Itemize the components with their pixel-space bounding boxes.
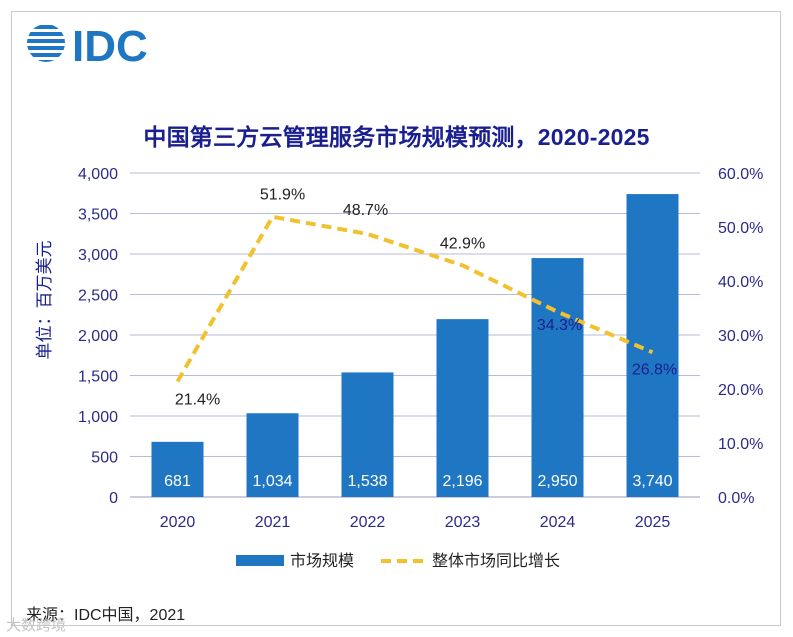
legend-line-label: 整体市场同比增长 <box>432 552 560 570</box>
x-tick-label: 2024 <box>540 514 576 531</box>
x-tick-label: 2022 <box>350 514 386 531</box>
growth-line <box>175 214 654 383</box>
y2-tick-label: 20.0% <box>718 382 763 399</box>
chart-title: 中国第三方云管理服务市场规模预测，2020-2025 <box>143 124 650 150</box>
legend-bar-label: 市场规模 <box>290 552 354 570</box>
y2-tick-label: 30.0% <box>718 328 763 345</box>
x-tick-label: 2020 <box>160 514 196 531</box>
y2-tick-label: 10.0% <box>718 436 763 453</box>
x-tick-label: 2025 <box>635 514 671 531</box>
y-tick-label: 0 <box>109 490 118 507</box>
idc-globe-icon <box>27 25 65 62</box>
growth-label: 42.9% <box>440 235 485 252</box>
y2-tick-label: 50.0% <box>718 220 763 237</box>
y2-tick-label: 40.0% <box>718 274 763 291</box>
bar <box>531 258 584 497</box>
y-axis-label: 单位：百万美元 <box>35 241 54 360</box>
y2-tick-label: 60.0% <box>718 166 763 183</box>
growth-label: 51.9% <box>260 187 305 204</box>
bar-value-label: 1,034 <box>252 473 292 490</box>
y-tick-label: 4,000 <box>78 166 118 183</box>
bar-value-label: 2,950 <box>537 473 577 490</box>
y-tick-label: 1,000 <box>78 409 118 426</box>
bar <box>436 319 489 497</box>
bar <box>151 441 204 497</box>
y-tick-label: 3,000 <box>78 247 118 264</box>
source-note: 来源：IDC中国，2021 <box>26 607 186 624</box>
y-tick-label: 2,500 <box>78 288 118 305</box>
y-tick-label: 3,500 <box>78 207 118 224</box>
x-tick-label: 2023 <box>445 514 481 531</box>
legend: 市场规模 整体市场同比增长 <box>236 552 560 570</box>
growth-label: 48.7% <box>343 202 388 219</box>
bar <box>246 413 299 497</box>
watermark: 大数跨境 <box>6 617 67 634</box>
growth-label: 26.8% <box>632 361 677 378</box>
bar <box>341 372 394 497</box>
bar-value-label: 1,538 <box>347 473 387 490</box>
logo-text: IDC <box>72 22 148 70</box>
growth-label: 21.4% <box>175 391 220 408</box>
bar-value-label: 681 <box>164 473 191 490</box>
y-tick-label: 1,500 <box>78 369 118 386</box>
idc-logo: IDC <box>27 22 148 70</box>
legend-bar-swatch <box>236 555 284 566</box>
y2-tick-label: 0.0% <box>718 490 754 507</box>
growth-label: 34.3% <box>537 317 582 334</box>
bar-value-label: 2,196 <box>442 473 482 490</box>
bar-value-label: 3,740 <box>632 473 672 490</box>
x-tick-label: 2021 <box>255 514 291 531</box>
y-tick-label: 2,000 <box>78 328 118 345</box>
y-tick-label: 500 <box>91 450 118 467</box>
